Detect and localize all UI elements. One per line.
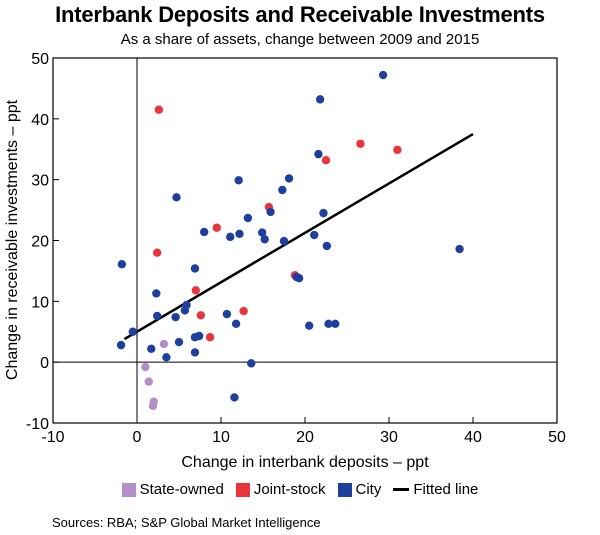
y-tick-label: 0 [40,355,49,372]
point-city [200,227,209,237]
point-city [294,274,304,283]
x-tick-label: -10 [41,429,64,446]
point-city [378,70,388,80]
x-tick-label: 30 [380,429,398,446]
y-tick-label: 10 [31,294,49,311]
point-joint-stock [205,333,215,342]
point-city [305,321,314,330]
point-city [230,393,239,402]
point-joint-stock [196,311,206,320]
point-joint-stock [152,248,162,257]
legend-swatch-joint-stock [235,482,250,497]
x-tick-label: 20 [296,429,314,446]
legend-item-city: City [337,481,382,498]
point-city [279,236,289,246]
point-joint-stock [321,156,331,165]
legend-label-state-owned: State-owned [139,481,224,498]
point-city [190,333,200,342]
x-axis-label: Change in interbank deposits – ppt [181,454,429,471]
point-city [322,241,332,251]
x-tick-label: 40 [464,429,482,446]
chart-title: Interbank Deposits and Receivable Invest… [55,2,545,27]
point-city [152,289,161,298]
point-joint-stock [212,223,221,232]
y-axis-label: Change in receivable investments – ppt [4,99,21,380]
point-city [234,176,243,185]
legend: State-owned Joint-stock City Fitted line [0,481,600,498]
point-joint-stock [191,286,200,295]
legend-item-joint-stock: Joint-stock [235,481,326,498]
x-tick-label: 50 [548,429,566,446]
point-city [235,229,244,239]
point-joint-stock [393,145,402,155]
point-city [190,348,200,357]
point-city [128,327,137,336]
y-tick-label: 30 [31,173,49,190]
x-tick-label: 0 [133,429,142,446]
point-city [222,309,232,319]
point-city [310,230,319,240]
point-city [116,340,126,350]
point-city [257,228,267,237]
point-city [243,213,253,223]
point-city [260,235,269,244]
point-state-owned [144,377,153,386]
point-city [315,95,325,104]
point-city [231,319,241,329]
fitted-line [123,132,474,341]
point-city [314,149,323,159]
x-tick-label: 10 [212,429,230,446]
legend-label-fitted-line: Fitted line [413,481,479,498]
point-city [266,207,275,217]
legend-item-fitted-line: Fitted line [393,481,478,498]
point-city [147,344,156,353]
point-joint-stock [154,105,164,114]
legend-swatch-city [337,482,352,497]
point-state-owned [148,401,158,411]
y-tick-label: 40 [31,112,49,129]
legend-label-joint-stock: Joint-stock [253,481,326,498]
point-city [324,319,333,329]
plot-frame [52,57,558,424]
point-state-owned [159,339,169,349]
point-city [319,208,328,218]
point-city [172,193,181,202]
sources-note: Sources: RBA; S&P Global Market Intellig… [52,515,321,530]
point-city [278,185,287,195]
point-city [180,306,190,315]
legend-item-state-owned: State-owned [121,481,224,498]
legend-swatch-state-owned [121,482,136,497]
legend-label-city: City [355,481,382,498]
point-city [171,312,180,322]
point-joint-stock [356,139,365,148]
point-city [174,337,184,347]
point-city [152,311,162,321]
point-city [117,260,127,269]
point-state-owned [141,362,150,372]
point-joint-stock [239,306,248,316]
point-city [162,353,171,362]
point-city [247,359,256,368]
y-tick-label: 50 [31,51,49,68]
y-tick-label: -10 [26,416,49,433]
point-city [331,319,340,329]
point-city [190,264,200,273]
point-city [226,232,235,242]
point-city [455,244,464,254]
y-tick-label: 20 [31,234,49,251]
chart-subtitle: As a share of assets, change between 200… [120,31,480,48]
point-city [284,174,294,183]
legend-swatch-fitted-line [393,488,410,491]
